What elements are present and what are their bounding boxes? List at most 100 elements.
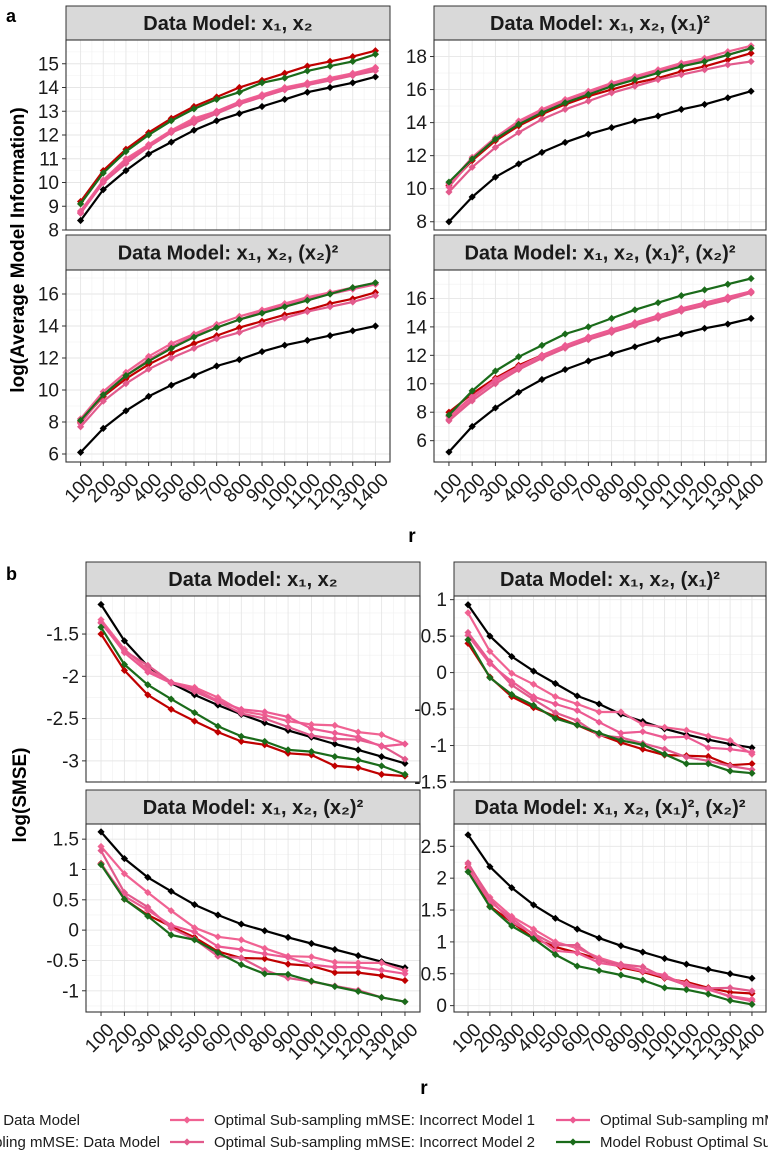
series-point-3	[120, 870, 129, 878]
series-point-2	[326, 57, 334, 65]
series-point-5	[700, 299, 709, 307]
series-point-5	[167, 921, 175, 929]
series-point-6	[235, 88, 243, 96]
series-point-5	[486, 898, 494, 906]
series-point-5	[237, 705, 245, 713]
series-point-1	[331, 740, 339, 748]
series-point-4	[167, 354, 175, 362]
legend-label: Data Model	[3, 1112, 80, 1129]
series-point-2	[704, 752, 712, 761]
series-point-4	[538, 115, 546, 123]
series-point-1	[677, 105, 685, 113]
series-point-4	[747, 57, 755, 66]
series-point-1	[464, 601, 472, 609]
series-point-3	[284, 717, 292, 725]
legend-key-marker	[569, 1138, 577, 1146]
series-line-6	[79, 281, 376, 422]
series-point-5	[167, 127, 175, 136]
series-point-6	[682, 760, 691, 768]
series-point-3	[214, 933, 222, 941]
series-point-6	[120, 895, 129, 903]
series-point-1	[326, 332, 334, 340]
series-point-6	[529, 935, 538, 943]
facet-strip	[433, 234, 767, 271]
y-tick-label: 0.5	[421, 964, 447, 985]
series-point-1	[76, 448, 85, 456]
legend-label: Optimal Sub-sampling mMSE: Incorrect Mod…	[214, 1112, 535, 1129]
series-point-5	[377, 742, 386, 751]
series-point-4	[682, 753, 691, 761]
series-line-2	[79, 291, 376, 423]
series-line-3	[100, 845, 406, 972]
series-point-6	[303, 67, 311, 75]
series-point-1	[595, 934, 603, 942]
series-point-1	[284, 933, 292, 942]
series-point-6	[258, 79, 266, 87]
series-point-4	[145, 365, 153, 373]
y-tick-label: 10	[38, 381, 59, 402]
series-point-1	[748, 974, 756, 982]
series-point-6	[631, 76, 639, 84]
series-point-1	[120, 854, 129, 863]
series-point-5	[515, 363, 523, 371]
series-point-6	[617, 971, 625, 979]
series-point-5	[307, 961, 316, 969]
series-point-6	[654, 69, 662, 77]
series-point-3	[331, 958, 339, 966]
series-point-2	[377, 972, 386, 980]
series-point-6	[515, 120, 523, 128]
series-point-1	[748, 744, 756, 752]
series-point-2	[377, 770, 386, 778]
series-point-1	[551, 914, 559, 922]
series-line-1	[467, 834, 753, 980]
y-tick-label: 0.5	[421, 627, 447, 648]
series-point-6	[573, 962, 581, 970]
y-tick-label: 13	[38, 102, 59, 123]
series-line-4	[448, 60, 752, 193]
series-point-4	[573, 717, 581, 725]
series-point-5	[281, 85, 289, 93]
series-point-4	[237, 709, 245, 718]
series-point-2	[214, 728, 222, 736]
series-point-1	[261, 719, 269, 727]
series-point-1	[213, 362, 221, 370]
series-point-2	[235, 83, 243, 92]
series-line-3	[467, 612, 753, 756]
y-tick-label: 1	[436, 932, 447, 953]
series-point-5	[561, 341, 569, 349]
series-point-6	[190, 936, 199, 944]
series-point-5	[76, 208, 85, 216]
series-point-2	[354, 764, 362, 772]
series-point-6	[748, 1000, 756, 1008]
series-point-6	[99, 391, 107, 399]
series-point-3	[144, 888, 152, 897]
series-point-4	[491, 143, 500, 151]
series-point-2	[190, 340, 198, 348]
series-point-1	[747, 87, 755, 95]
series-line-2	[100, 862, 406, 982]
series-point-1	[237, 920, 245, 928]
y-tick-label: 0	[68, 921, 79, 942]
series-point-6	[584, 323, 592, 331]
series-point-5	[307, 725, 316, 733]
series-point-4	[331, 735, 339, 743]
series-point-1	[190, 372, 198, 380]
series-point-6	[235, 316, 243, 324]
series-point-6	[584, 90, 592, 99]
series-point-6	[677, 292, 685, 300]
series-point-1	[608, 350, 616, 358]
series-point-1	[167, 381, 175, 389]
facet-strip	[85, 561, 421, 597]
series-point-6	[144, 681, 152, 689]
y-tick-label: 16	[406, 289, 427, 310]
series-point-1	[486, 863, 494, 871]
legend-label: Optimal Sub-sampling mMSE: Incorrect Mod…	[214, 1134, 535, 1151]
series-point-2	[235, 324, 243, 332]
series-point-1	[371, 322, 380, 330]
series-point-6	[258, 309, 266, 317]
series-point-4	[508, 681, 516, 689]
series-point-1	[281, 95, 289, 103]
series-point-6	[97, 861, 105, 869]
x-axis-title: r	[408, 526, 416, 547]
